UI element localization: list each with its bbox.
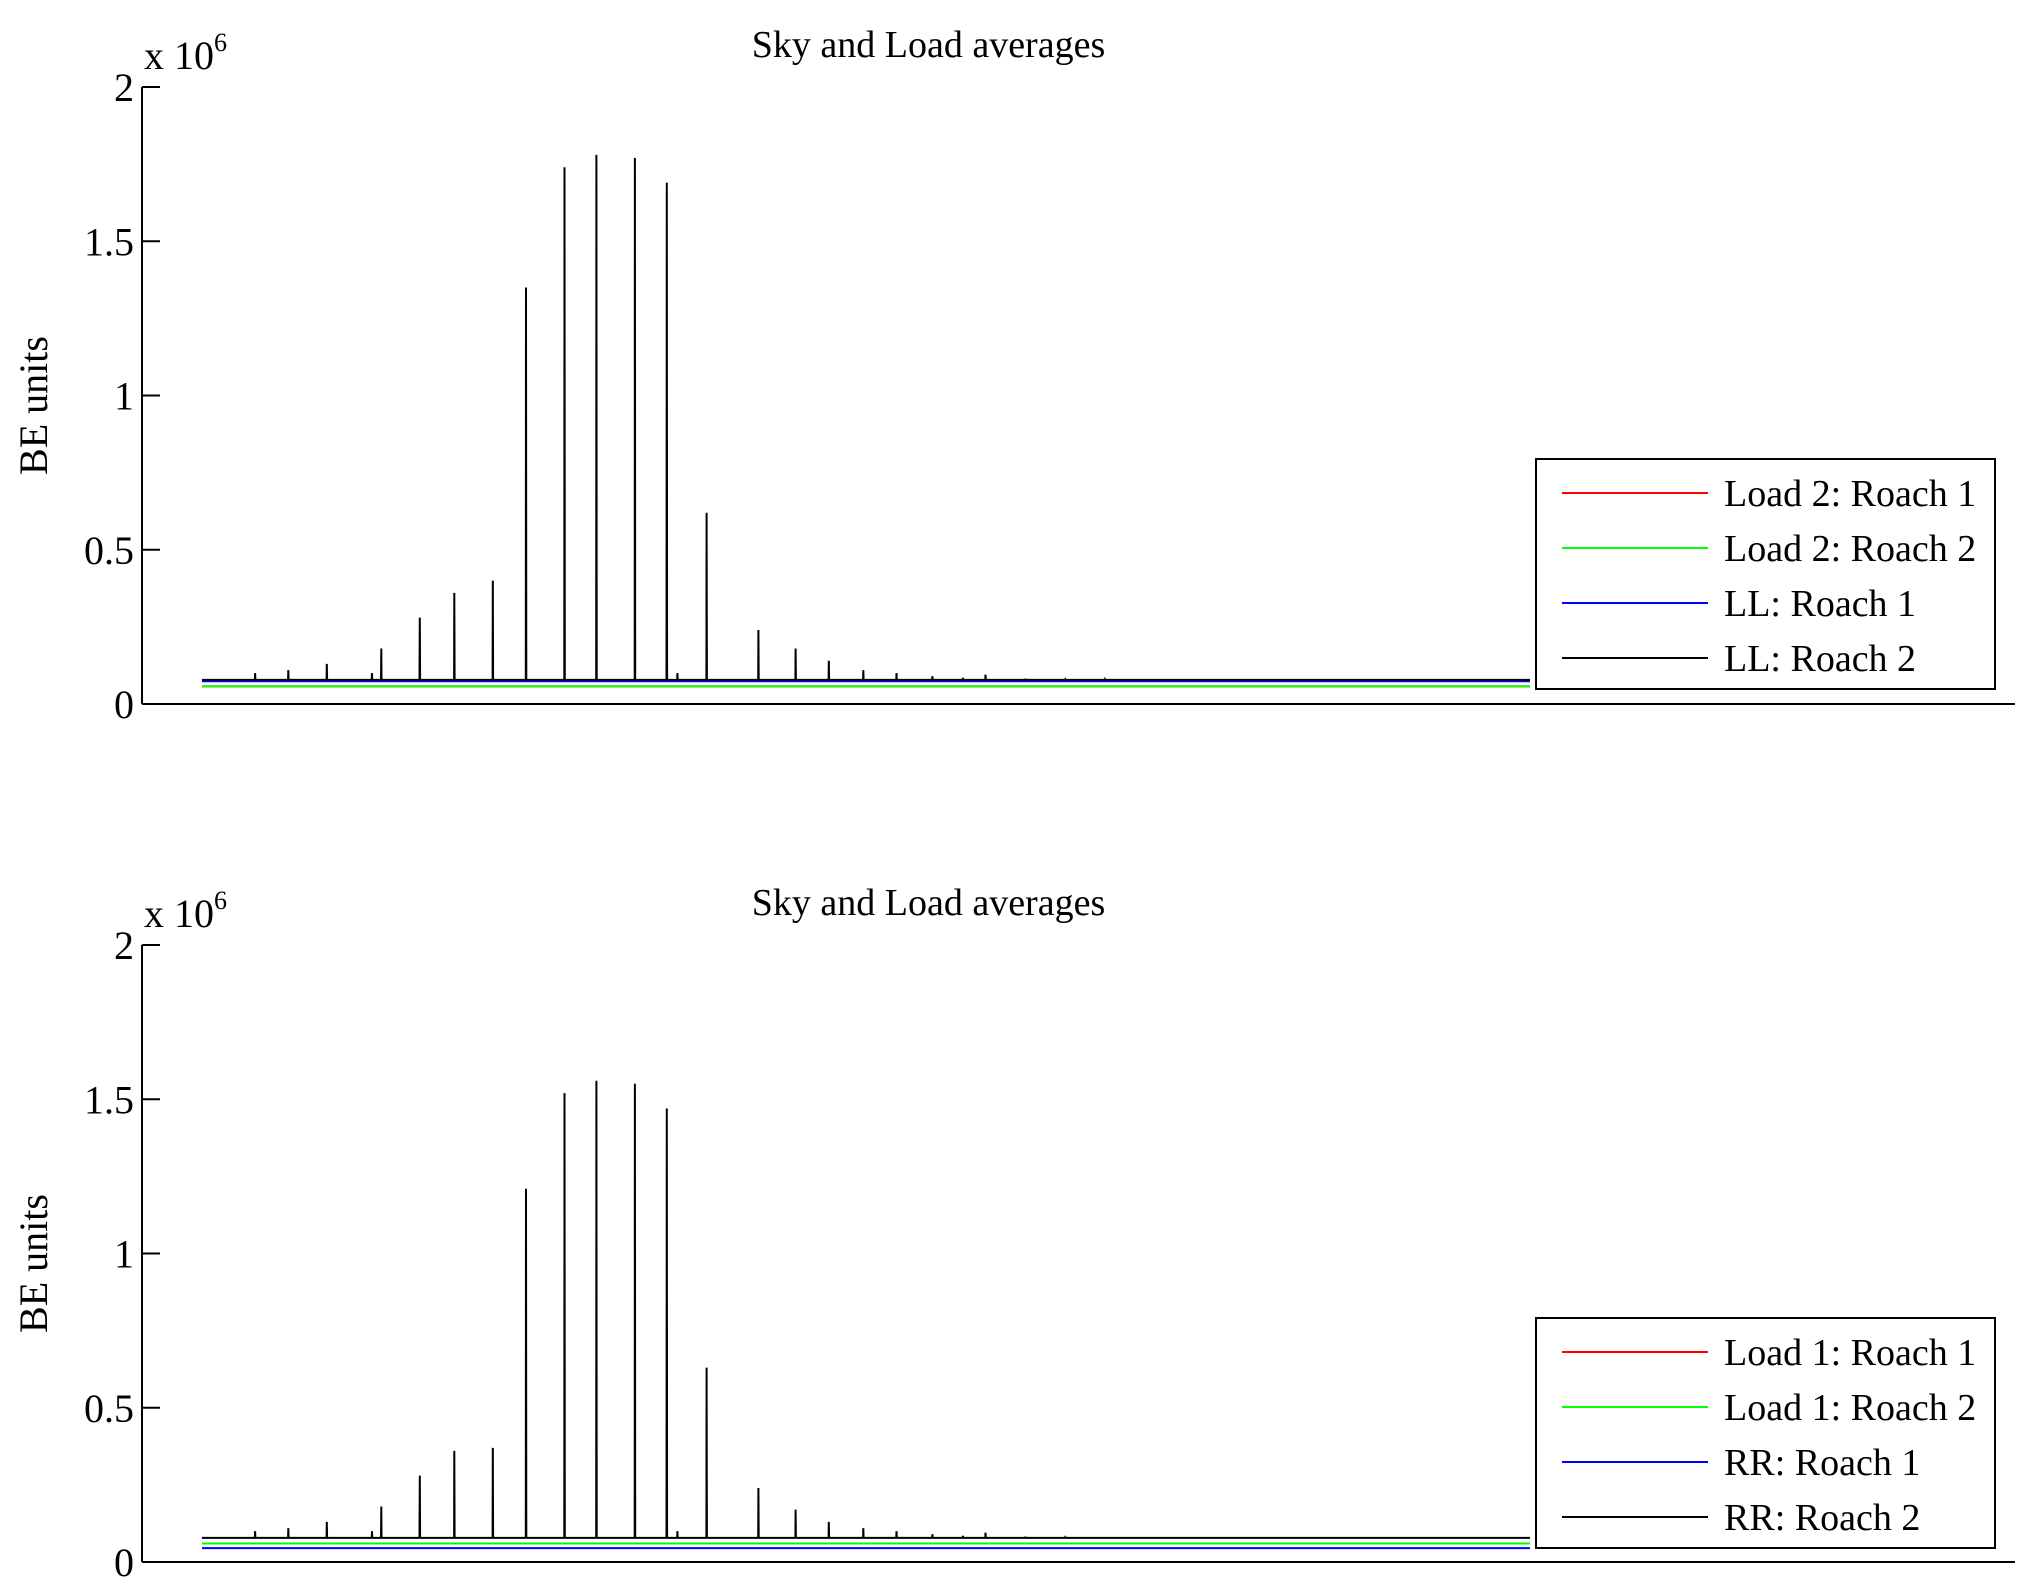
y-tick-label: 1.5 (84, 1077, 134, 1122)
chart-title: Sky and Load averages (752, 882, 1106, 924)
y-tick-label: 1 (114, 1232, 134, 1277)
legend: Load 1: Roach 1 Load 1: Roach 2 RR: Roach … (1535, 1317, 1996, 1549)
y-multiplier-base: x 10 (144, 33, 214, 78)
legend-label: Load 1: Roach 2 (1724, 1387, 1976, 1429)
y-tick-label: 2 (114, 65, 134, 110)
y-tick-label: 0.5 (84, 1386, 134, 1431)
y-axis-label: BE units (11, 1194, 56, 1333)
y-multiplier-exponent: 6 (214, 28, 227, 57)
y-tick-label: 0 (114, 682, 134, 727)
legend-label: LL: Roach 2 (1724, 638, 1916, 680)
y-axis-label: BE units (11, 336, 56, 475)
legend-box (1535, 458, 1996, 690)
legend-box (1535, 1317, 1996, 1549)
series-line-4 (202, 1080, 1530, 1539)
y-tick-label: 1.5 (84, 219, 134, 264)
y-tick-label: 2 (114, 923, 134, 968)
y-tick-label: 0 (114, 1540, 134, 1585)
y-tick-label: 0.5 (84, 528, 134, 573)
legend: Load 2: Roach 1 Load 2: Roach 2 LL: Roach … (1535, 458, 1996, 690)
legend-label: Load 2: Roach 1 (1724, 473, 1976, 515)
legend-label: Load 2: Roach 2 (1724, 528, 1976, 570)
legend-label: Load 1: Roach 1 (1724, 1332, 1976, 1374)
chart-panel-1: Sky and Load averages x 106 BE units 0 0.5 1 1… (11, 24, 2015, 727)
y-multiplier: x 106 (144, 28, 227, 78)
chart-title: Sky and Load averages (752, 24, 1106, 66)
y-multiplier-exponent: 6 (214, 886, 227, 915)
y-multiplier: x 106 (144, 886, 227, 936)
chart-panel-2: Sky and Load averages x 106 BE units 0 0.5 1 1… (11, 882, 2015, 1585)
series-line-4 (202, 154, 1530, 681)
legend-label: RR: Roach 2 (1724, 1497, 1920, 1539)
y-multiplier-base: x 10 (144, 891, 214, 936)
y-tick-label: 1 (114, 374, 134, 419)
legend-label: LL: Roach 1 (1724, 583, 1916, 625)
legend-label: RR: Roach 1 (1724, 1442, 1920, 1484)
